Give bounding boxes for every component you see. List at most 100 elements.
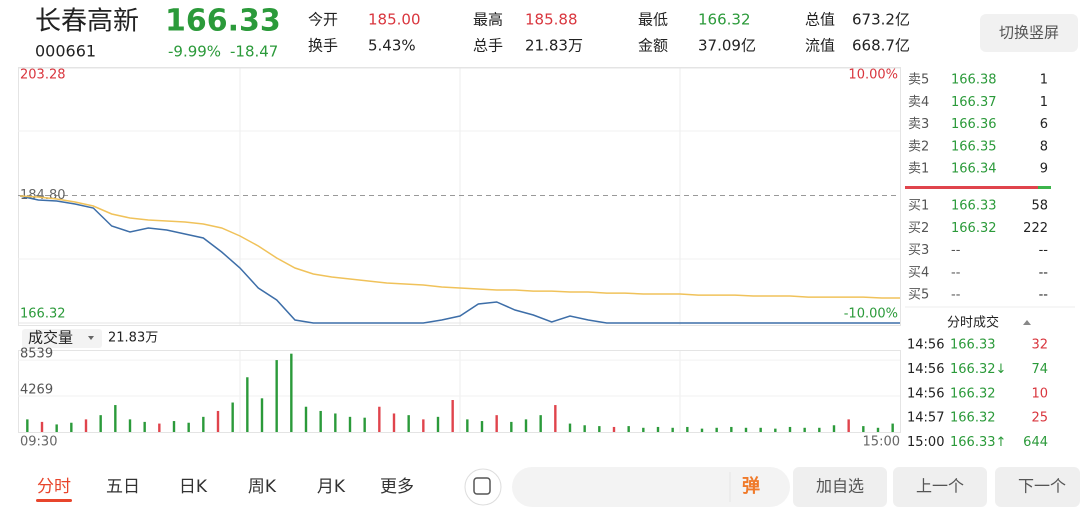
tab[interactable]: 五日: [106, 477, 140, 497]
volume-bar: [480, 421, 484, 432]
book-price: 166.37: [951, 95, 997, 110]
book-label: 卖1: [908, 162, 929, 177]
book-label: 卖5: [908, 73, 929, 88]
tab-underline: [36, 499, 72, 502]
trade-volume: 644: [1023, 435, 1048, 450]
book-label: 买4: [908, 265, 929, 280]
sort-arrow: [1023, 320, 1031, 325]
volume-frame: [18, 350, 901, 433]
volume-bar: [788, 426, 792, 432]
trade-price: 166.32: [950, 386, 996, 401]
stat-label: 流值: [805, 37, 835, 55]
stat-value: 166.32: [698, 11, 751, 29]
orientation-button[interactable]: 切换竖屏: [999, 24, 1059, 42]
volume-bar: [891, 423, 894, 432]
tab[interactable]: 分时: [37, 477, 71, 497]
x-label: 09:30: [20, 435, 57, 450]
book-price: 166.33: [951, 199, 997, 214]
ratio-bar-sell: [905, 186, 1038, 189]
volume-bar: [246, 377, 249, 432]
trade-time: 15:00: [907, 435, 944, 450]
volume-bar: [392, 413, 396, 432]
comment-input[interactable]: [512, 467, 790, 507]
book-price: 166.36: [951, 117, 997, 132]
action-button-bg[interactable]: [793, 467, 887, 507]
trade-time: 14:56: [907, 362, 944, 377]
book-label: 买2: [908, 221, 929, 236]
tab[interactable]: 月K: [317, 477, 346, 497]
volume-bar: [70, 422, 73, 432]
icon-circle[interactable]: [464, 468, 502, 506]
action-button[interactable]: 加自选: [816, 477, 864, 496]
stat-value: 185.88: [525, 11, 578, 29]
y2-tick-label: -10.00%: [844, 307, 898, 322]
volume-bar: [422, 419, 425, 432]
y2-tick-label: 10.00%: [848, 68, 898, 83]
series-line: [19, 195, 900, 324]
volume-bar: [524, 419, 528, 432]
volume-bar: [818, 427, 821, 432]
book-qty: 6: [1040, 117, 1048, 132]
icon: [473, 477, 491, 495]
volume-bar: [627, 426, 630, 432]
action-button[interactable]: 上一个: [916, 477, 964, 496]
volume-bar: [495, 415, 498, 432]
volume-bar: [407, 415, 410, 432]
tab[interactable]: 更多: [380, 477, 414, 497]
book-label: 卖3: [908, 117, 929, 132]
trades-title: 分时成交: [947, 315, 999, 331]
volume-bar: [715, 427, 718, 432]
trade-time: 14:56: [907, 338, 944, 353]
volume-bar: [876, 427, 880, 432]
orientation-button-bg[interactable]: [980, 14, 1078, 52]
volume-bar: [114, 405, 117, 432]
volume-bar: [686, 426, 689, 432]
volume-bar: [744, 427, 748, 432]
volume-bar: [363, 417, 366, 432]
volume-bar: [832, 425, 836, 432]
volume-selector[interactable]: [22, 329, 102, 348]
book-price: --: [951, 265, 961, 280]
stock-code: 000661: [35, 42, 96, 61]
tab[interactable]: 日K: [179, 477, 208, 497]
volume-bar: [642, 427, 645, 432]
volume-bar: [510, 421, 513, 432]
x-label: 15:00: [863, 435, 900, 450]
volume-bar: [700, 428, 704, 432]
stat-label: 金额: [638, 37, 668, 55]
book-label: 买1: [908, 199, 929, 214]
volume-bar: [539, 415, 542, 432]
ratio-bar-buy: [1038, 186, 1051, 189]
volume-bar: [187, 422, 190, 432]
volume-bar: [730, 426, 733, 432]
action-button[interactable]: 下一个: [1018, 477, 1066, 496]
volume-bar: [451, 400, 454, 432]
series-line: [19, 195, 900, 299]
trade-price: 166.33: [950, 338, 996, 353]
trade-volume: 74: [1031, 362, 1048, 377]
stat-value: 185.00: [368, 11, 421, 29]
stat-value: 37.09亿: [698, 37, 756, 55]
action-button-bg[interactable]: [995, 467, 1080, 507]
volume-bar: [304, 406, 308, 432]
volume-bar: [847, 419, 850, 432]
stat-label: 总手: [473, 37, 503, 55]
stat-label: 最低: [638, 11, 668, 29]
volume-bar: [554, 405, 557, 432]
volume-bar: [231, 402, 234, 432]
book-price: 166.38: [951, 73, 997, 88]
stat-label: 最高: [473, 11, 503, 29]
book-qty: --: [1039, 243, 1049, 258]
volume-bar: [260, 398, 264, 432]
volume-bar: [128, 419, 132, 432]
y-tick-label: 4269: [20, 383, 53, 398]
volume-label[interactable]: 成交量: [28, 329, 73, 347]
tab[interactable]: 周K: [248, 477, 277, 497]
action-button-bg[interactable]: [893, 467, 987, 507]
danmaku-button[interactable]: 弹: [742, 475, 760, 497]
trade-volume: 32: [1031, 338, 1048, 353]
volume-bar: [774, 428, 777, 432]
volume-bar: [671, 427, 674, 432]
trade-price: 166.33↑: [950, 435, 1006, 450]
